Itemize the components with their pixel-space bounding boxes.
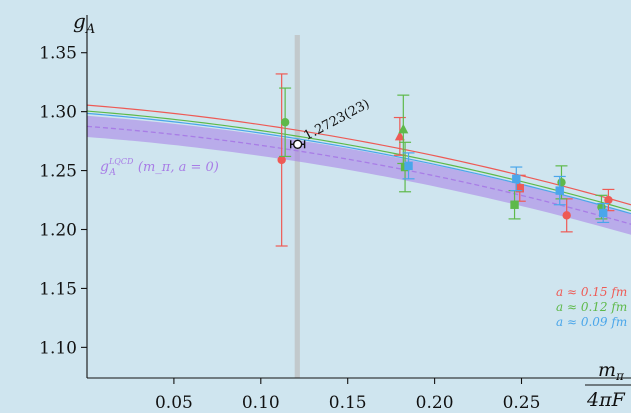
physical-point-marker: [292, 139, 303, 149]
y-tick-label: 1.10: [39, 338, 77, 358]
marker-square: [510, 200, 519, 209]
band-label-args: (m_π, a = 0): [138, 160, 219, 175]
data-points-layer: [275, 73, 615, 247]
x-axis-label-numerator: mπ: [598, 359, 625, 383]
data-point: [279, 87, 292, 158]
legend-entry-1: a ≈ 0.12 fm: [556, 300, 627, 314]
fit-line-2: [86, 112, 631, 215]
marker-circle: [562, 211, 571, 220]
legend-entry-0: a ≈ 0.15 fm: [556, 285, 627, 299]
data-point: [510, 166, 523, 192]
continuum-band: [87, 115, 631, 235]
continuum-central-line: [86, 125, 631, 225]
marker-circle: [557, 178, 566, 187]
fit-line-0: [86, 104, 631, 206]
marker-circle: [280, 118, 290, 127]
y-tick-label: 1.15: [39, 279, 77, 299]
y-tick-label: 1.25: [39, 162, 77, 182]
marker-circle: [604, 195, 613, 205]
band-label-sub: A: [108, 168, 116, 178]
band-label-sup: LQCD: [108, 157, 134, 166]
y-tick-label: 1.35: [39, 44, 77, 64]
x-tick-label: 0.20: [416, 393, 454, 413]
marker-square: [598, 208, 608, 218]
data-point: [402, 152, 415, 180]
physical-point-band: [294, 35, 300, 378]
x-tick-label: 0.15: [329, 393, 367, 413]
data-point: [275, 73, 288, 247]
marker-square: [404, 161, 413, 171]
marker-triangle: [398, 123, 409, 134]
fit-lines-layer: [86, 104, 631, 215]
marker-square: [512, 174, 521, 184]
y-tick-label: 1.30: [39, 103, 77, 123]
marker-triangle: [394, 130, 405, 141]
fit-line-1: [86, 110, 631, 212]
data-point: [553, 175, 566, 206]
x-tick-label: 0.10: [242, 393, 280, 413]
x-axis-label-denominator: 4πF: [586, 389, 626, 411]
band-label: gLQCD A (m_π, a = 0): [100, 157, 219, 178]
physical-point-band-layer: [294, 35, 300, 378]
data-point: [597, 202, 610, 224]
y-axis-label-sub: A: [85, 22, 95, 37]
x-axis-label-numerator-sub: π: [615, 369, 625, 383]
y-axis-label: gA: [73, 9, 95, 37]
marker-circle: [277, 155, 286, 165]
extrapolation-band-layer: [86, 115, 631, 235]
x-tick-label: 0.25: [503, 393, 541, 413]
axes-layer: 1.10 1.15 1.20 1.25 1.30 1.35 0.05 0.10 0.15 0.20…: [39, 15, 631, 413]
marker-square: [555, 186, 564, 195]
legend-entry-2: a ≈ 0.09 fm: [556, 315, 627, 329]
marker-square: [515, 184, 524, 193]
y-tick-label: 1.20: [39, 221, 77, 241]
x-tick-label: 0.05: [155, 393, 193, 413]
